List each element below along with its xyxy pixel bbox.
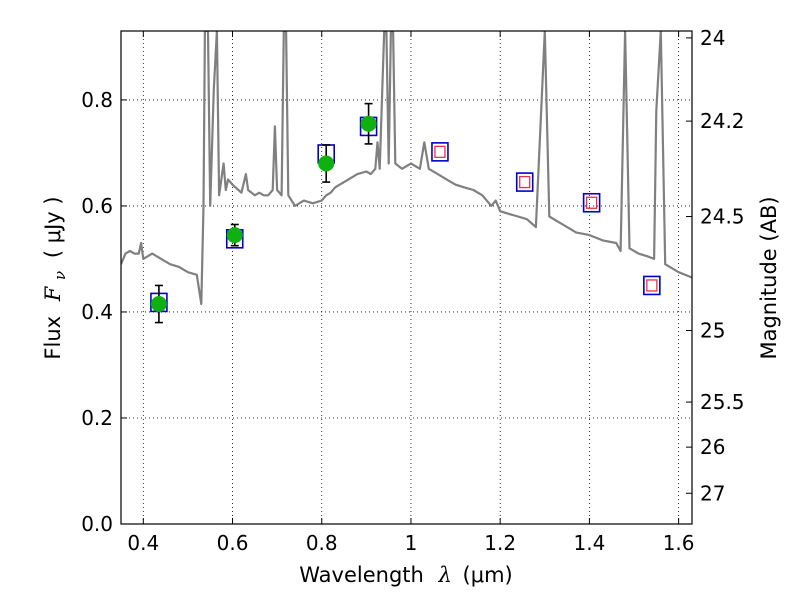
model-photometry-marker (582, 192, 601, 213)
y2-tick-label: 24.2 (700, 109, 745, 133)
model-photometry-marker (643, 275, 661, 296)
x-tick-label: 0.8 (306, 531, 338, 555)
x-tick-label: 1.4 (573, 531, 605, 555)
y2-tick-label: 26 (700, 435, 725, 459)
observed-flux-point (318, 155, 335, 172)
y2-axis-label: Magnitude (AB) (757, 196, 781, 359)
y-tick-label: 0.2 (81, 406, 113, 430)
y-tick-label: 0.8 (81, 88, 113, 112)
upper-limit-marker (434, 145, 446, 159)
plot-background (121, 31, 692, 524)
y2-tick-label: 25.5 (700, 390, 745, 414)
x-tick-label: 1 (405, 531, 418, 555)
y-axis-label: Flux F ν ( μJy ) (41, 196, 70, 359)
observed-flux-point (226, 227, 243, 244)
model-photometry-marker (431, 142, 449, 162)
upper-limit-marker (646, 279, 658, 292)
y-axis-label-symbol: F (41, 285, 65, 302)
y2-tick-label: 27 (700, 481, 725, 505)
y-axis-label-subscript: ν (51, 271, 69, 280)
x-tick-label: 1.6 (663, 531, 695, 555)
plot-frame (120, 30, 693, 525)
x-tick-label: 1.2 (484, 531, 516, 555)
x-tick-label: 0.4 (127, 531, 159, 555)
upper-limit-marker (585, 196, 598, 209)
observed-flux-point (150, 296, 167, 313)
y-tick-label: 0.0 (81, 512, 113, 536)
x-axis-label: Wavelength λ (μm) (299, 563, 512, 587)
x-axis-label-text: Wavelength (299, 563, 424, 587)
x-axis-label-symbol: λ (438, 563, 452, 587)
plot-area (121, 31, 692, 324)
spectrum-line (121, 31, 692, 306)
x-axis-label-unit: (μm) (463, 563, 513, 587)
y2-tick-label: 24 (700, 26, 725, 50)
upper-limit-marker (519, 175, 531, 189)
model-photometry-marker (515, 172, 534, 192)
axes: 0.4 0.6 0.8 1 1.2 1.4 1.6 0.0 0.2 0.4 0.6 0.8 24 24.2… (81, 26, 744, 555)
y-tick-label: 0.6 (81, 194, 113, 218)
observed-flux-point (360, 115, 377, 132)
x-tick-label: 0.6 (217, 531, 249, 555)
y-tick-label: 0.4 (81, 300, 113, 324)
y-axis-label-unit: ( μJy ) (41, 196, 65, 258)
y2-tick-label: 24.5 (700, 205, 745, 229)
y2-tick-label: 25 (700, 319, 725, 343)
y-axis-label-text: Flux (41, 316, 65, 360)
